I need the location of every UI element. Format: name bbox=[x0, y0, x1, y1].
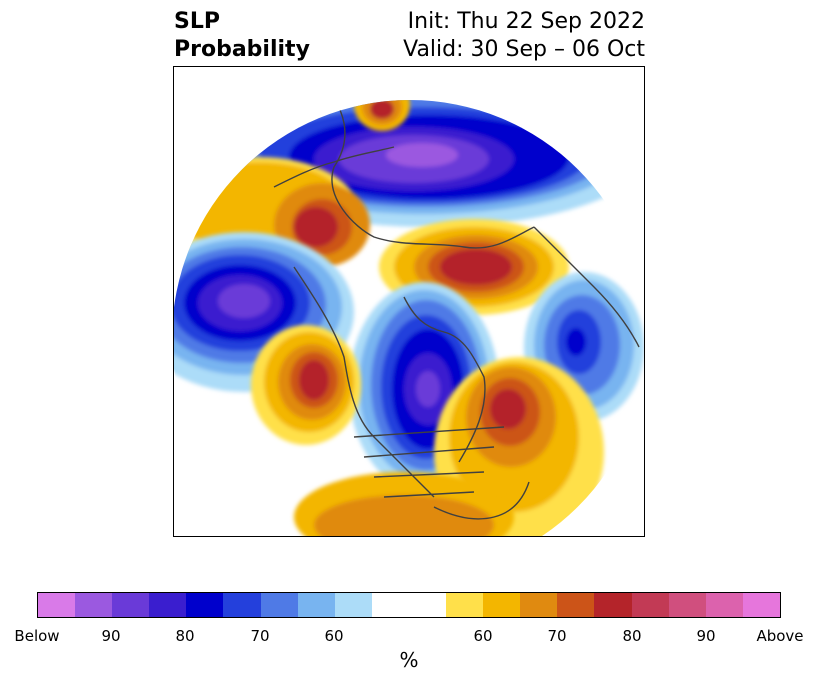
colorbar-tick: 60 bbox=[473, 627, 493, 645]
colorbar-tick: 80 bbox=[622, 627, 642, 645]
colorbar-segment bbox=[520, 593, 558, 617]
colorbar bbox=[37, 592, 781, 618]
colorbar-segment bbox=[631, 593, 669, 617]
colorbar-segment bbox=[483, 593, 521, 617]
pacific-high-anomaly bbox=[251, 325, 361, 445]
init-date: Init: Thu 22 Sep 2022 bbox=[407, 9, 645, 34]
title-variable: SLP bbox=[174, 9, 220, 34]
colorbar-segment bbox=[186, 593, 224, 617]
colorbar-segment bbox=[557, 593, 595, 617]
colorbar-tick: 60 bbox=[324, 627, 344, 645]
southern-high-anomaly bbox=[294, 472, 514, 536]
colorbar-segment bbox=[112, 593, 150, 617]
probability-map bbox=[174, 100, 644, 536]
colorbar-tick: 90 bbox=[696, 627, 716, 645]
colorbar-segment bbox=[149, 593, 187, 617]
chart-title-right: Init: Thu 22 Sep 2022 Valid: 30 Sep – 06… bbox=[403, 8, 645, 64]
colorbar-segment bbox=[446, 593, 484, 617]
colorbar-segment bbox=[260, 593, 298, 617]
colorbar-tick: 80 bbox=[175, 627, 195, 645]
colorbar-segment bbox=[223, 593, 261, 617]
map-panel bbox=[173, 66, 645, 537]
colorbar-segment bbox=[594, 593, 632, 617]
colorbar-segment bbox=[38, 593, 76, 617]
coastlines bbox=[273, 100, 640, 520]
colorbar-segment bbox=[668, 593, 706, 617]
colorbar-segment bbox=[705, 593, 743, 617]
colorbar-segment bbox=[742, 593, 780, 617]
colorbar-tick: Below bbox=[14, 627, 60, 645]
valid-range: Valid: 30 Sep – 06 Oct bbox=[403, 37, 645, 62]
colorbar-segment bbox=[297, 593, 335, 617]
atlantic-low-anomaly bbox=[174, 232, 354, 392]
colorbar-segment-neutral bbox=[371, 593, 447, 617]
colorbar-tick: 90 bbox=[101, 627, 121, 645]
colorbar-tick: Above bbox=[756, 627, 804, 645]
title-product: Probability bbox=[174, 37, 310, 62]
colorbar-segment bbox=[75, 593, 113, 617]
colorbar-tick: 70 bbox=[547, 627, 567, 645]
colorbar-tick: 70 bbox=[250, 627, 270, 645]
chart-title-left: SLP Probability bbox=[174, 8, 310, 64]
colorbar-segment bbox=[334, 593, 372, 617]
colorbar-label: % bbox=[399, 648, 419, 672]
polar-high-anomaly bbox=[354, 100, 410, 131]
